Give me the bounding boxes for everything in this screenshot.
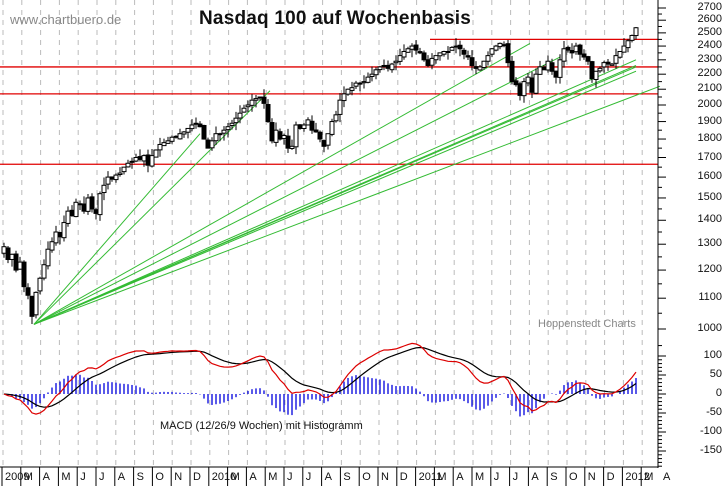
y-tick-label: 2400 xyxy=(697,39,722,52)
y-tick-label: 1700 xyxy=(697,150,722,163)
y-tick-label: 2500 xyxy=(697,25,722,38)
y-tick-label: 1200 xyxy=(697,263,722,276)
y-tick-label: -150 xyxy=(699,444,722,456)
y-tick-label: 1500 xyxy=(697,190,722,203)
x-tick-label: S xyxy=(343,471,351,483)
x-tick-label: O xyxy=(362,471,371,483)
y-tick-label: 50 xyxy=(709,368,722,380)
y-tick-label: 1600 xyxy=(697,170,722,183)
x-tick-label: A xyxy=(456,471,464,483)
credit-label: Hoppenstedt Charts xyxy=(538,318,636,330)
x-tick-label: A xyxy=(42,471,50,483)
x-tick-label: J xyxy=(493,471,500,483)
x-tick-label: J xyxy=(305,471,312,483)
x-tick-label: 2011 xyxy=(418,471,443,483)
x-tick-label: S xyxy=(550,471,558,483)
x-tick-label: N xyxy=(174,471,183,483)
x-tick-label: J xyxy=(287,471,293,483)
x-tick-label: S xyxy=(136,471,144,483)
x-tick-label: M xyxy=(475,471,485,483)
y-tick-label: -50 xyxy=(706,406,722,418)
x-tick-label: D xyxy=(193,471,201,483)
x-tick-label: 2012 xyxy=(625,471,650,483)
x-tick-label: O xyxy=(569,471,578,483)
watermark: www.chartbuero.de xyxy=(10,12,122,27)
y-tick-label: 1400 xyxy=(697,213,722,226)
x-tick-label: M xyxy=(230,471,240,483)
x-tick-label: M xyxy=(61,471,71,483)
y-tick-label: -100 xyxy=(699,425,722,437)
x-tick-label: 2010 xyxy=(211,471,237,483)
x-tick-label: M xyxy=(644,471,654,483)
macd-label: MACD (12/26/9 Wochen) mit Histogramm xyxy=(160,420,363,432)
y-tick-label: 1900 xyxy=(697,114,722,127)
x-tick-label: J xyxy=(80,471,86,483)
x-tick-label: D xyxy=(399,471,408,483)
x-tick-label: M xyxy=(268,471,278,483)
x-tick-label: 2009 xyxy=(5,471,30,483)
y-tick-label: 2600 xyxy=(697,13,722,26)
x-tick-label: J xyxy=(99,471,105,483)
y-tick-label: 2300 xyxy=(697,52,722,65)
y-tick-label: 0 xyxy=(715,387,722,399)
x-tick-label: A xyxy=(531,471,539,483)
y-tick-label: 1800 xyxy=(697,132,722,145)
y-tick-label: 1100 xyxy=(698,291,722,304)
y-tick-label: 100 xyxy=(703,349,722,361)
x-tick-label: N xyxy=(381,471,389,483)
y-tick-label: 2100 xyxy=(697,82,722,95)
x-tick-label: A xyxy=(324,471,332,483)
y-tick-label: 1300 xyxy=(697,237,722,250)
y-tick-label: 2000 xyxy=(697,97,722,110)
macd-panel xyxy=(3,342,637,417)
x-tick-label: D xyxy=(606,471,615,483)
price-candles xyxy=(1,26,639,325)
y-tick-label: 2200 xyxy=(697,67,722,80)
y-tick-label: 2700 xyxy=(697,1,722,13)
chart-title: Nasdaq 100 auf Wochenbasis xyxy=(199,8,471,29)
y-tick-label: 1000 xyxy=(697,322,722,334)
x-tick-label: N xyxy=(587,471,596,483)
x-tick-label: M xyxy=(23,471,33,483)
x-tick-label: M xyxy=(437,471,447,483)
x-tick-label: A xyxy=(249,471,257,483)
x-tick-label: A xyxy=(663,471,671,483)
axes xyxy=(0,0,666,486)
x-tick-label: J xyxy=(512,471,519,483)
fan-trend-lines xyxy=(33,42,661,325)
x-tick-label: O xyxy=(155,471,164,483)
x-tick-label: A xyxy=(117,471,126,483)
